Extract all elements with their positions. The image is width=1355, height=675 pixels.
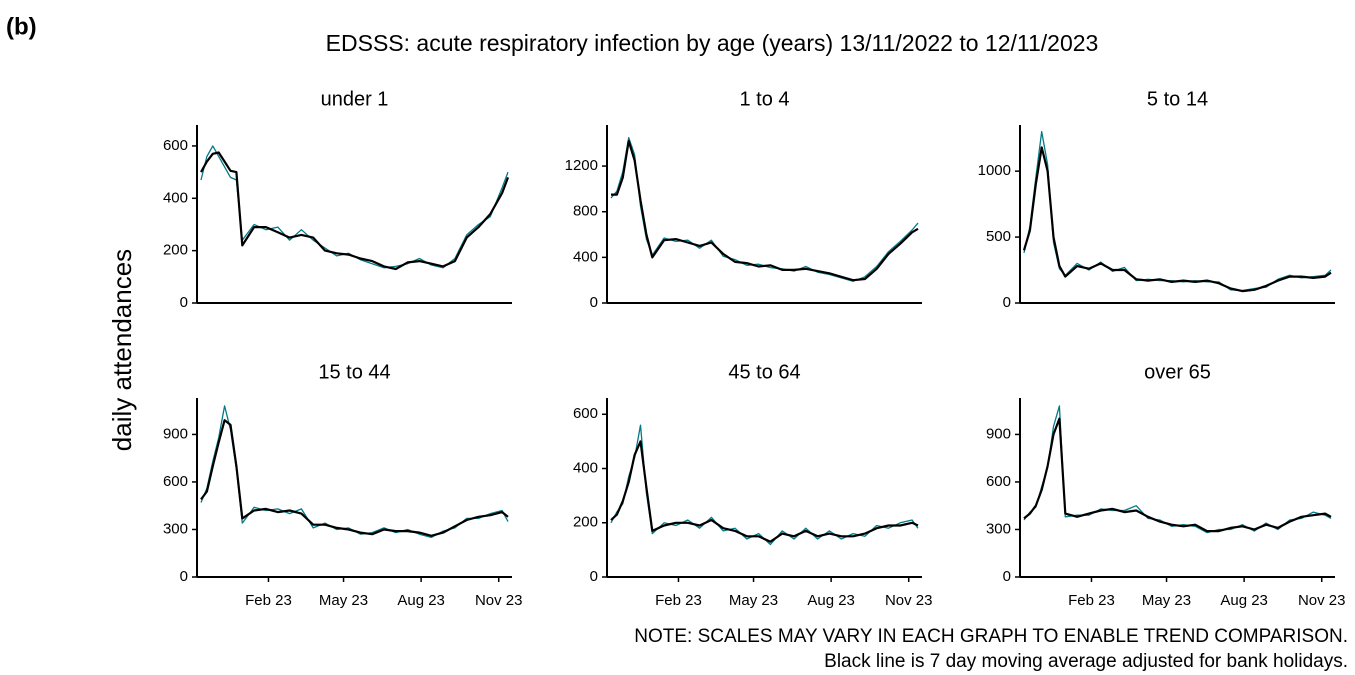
y-tick-label: 0	[180, 568, 188, 585]
x-tick-label: May 23	[729, 592, 778, 609]
panel-title: 1 to 4	[739, 88, 789, 110]
y-tick-label: 600	[163, 137, 188, 154]
y-tick-label: 400	[573, 459, 598, 476]
panel-label: (b)	[6, 13, 37, 40]
y-tick-label: 400	[163, 189, 188, 206]
y-tick-label: 900	[163, 425, 188, 442]
series-line	[1023, 405, 1332, 534]
note: NOTE: SCALES MAY VARY IN EACH GRAPH TO E…	[634, 626, 1348, 647]
y-tick-label: 400	[573, 248, 598, 265]
x-tick-label: Feb 23	[655, 592, 702, 609]
y-axis-label: daily attendances	[107, 249, 137, 451]
y-tick-label: 0	[590, 294, 598, 311]
y-tick-label: 800	[573, 203, 598, 220]
series-line	[610, 440, 919, 543]
note: Black line is 7 day moving average adjus…	[824, 651, 1348, 672]
y-tick-label: 300	[163, 520, 188, 537]
y-tick-label: 600	[986, 473, 1011, 490]
y-tick-label: 900	[986, 425, 1011, 442]
series-line	[1022, 146, 1332, 293]
y-tick-label: 200	[573, 514, 598, 531]
y-tick-label: 0	[180, 294, 188, 311]
series-line	[200, 405, 509, 539]
series-line	[200, 419, 509, 537]
y-tick-label: 0	[590, 568, 598, 585]
x-tick-label: Nov 23	[1298, 592, 1346, 609]
x-tick-label: Nov 23	[475, 592, 523, 609]
y-tick-label: 500	[986, 228, 1011, 245]
series-line	[200, 145, 509, 269]
x-tick-label: Aug 23	[1220, 592, 1268, 609]
x-tick-label: Aug 23	[397, 592, 445, 609]
x-tick-label: Nov 23	[885, 592, 933, 609]
series-line	[610, 424, 919, 546]
series-line	[610, 136, 919, 282]
y-tick-label: 300	[986, 520, 1011, 537]
x-tick-label: May 23	[319, 592, 368, 609]
y-tick-label: 600	[573, 405, 598, 422]
x-tick-label: Feb 23	[245, 592, 292, 609]
y-tick-label: 1200	[565, 157, 598, 174]
y-tick-label: 0	[1003, 294, 1011, 311]
y-tick-label: 200	[163, 242, 188, 259]
series-line	[611, 139, 919, 282]
y-tick-label: 1000	[978, 162, 1011, 179]
panel-title: 15 to 44	[318, 361, 390, 383]
panel-title: 45 to 64	[728, 361, 800, 383]
panel-title: under 1	[321, 88, 389, 110]
y-tick-label: 600	[163, 473, 188, 490]
x-tick-label: Feb 23	[1068, 592, 1115, 609]
chart-title: EDSSS: acute respiratory infection by ag…	[326, 30, 1099, 56]
panel-title: over 65	[1144, 361, 1211, 383]
panel-title: 5 to 14	[1147, 88, 1208, 110]
series-line	[1023, 130, 1332, 292]
y-tick-label: 0	[1003, 568, 1011, 585]
x-tick-label: May 23	[1142, 592, 1191, 609]
series-line	[1023, 417, 1332, 533]
series-line	[200, 151, 510, 271]
x-tick-label: Aug 23	[807, 592, 855, 609]
